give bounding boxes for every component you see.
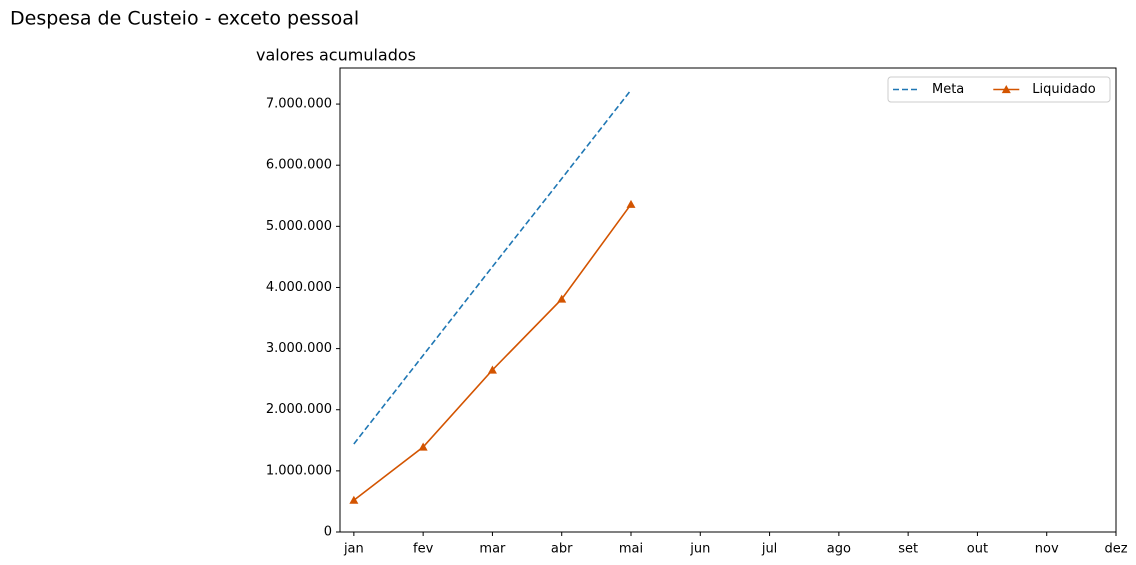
y-tick-label: 0 [324,525,332,540]
axes-frame [339,67,1117,533]
point-marker [487,365,497,374]
legend-label: Liquidado [1032,82,1095,97]
series-line [353,89,632,445]
x-tick-label: mai [619,542,643,557]
point-marker [418,442,428,451]
x-tick-label: set [898,542,918,557]
point-marker [626,199,636,208]
x-tick-label: abr [551,542,573,557]
chart-subtitle: valores acumulados [256,46,416,65]
y-tick-label: 4.000.000 [266,280,332,295]
series-line [353,203,632,501]
y-tick-label: 6.000.000 [266,158,332,173]
point-marker [349,495,359,504]
x-tick-label: ago [827,542,851,557]
point-marker [557,294,567,303]
x-tick-label: jan [343,542,364,557]
x-tick-label: mar [479,542,506,557]
y-tick-label: 2.000.000 [266,402,332,417]
x-tick-label: out [967,542,988,557]
y-tick-label: 7.000.000 [266,97,332,112]
x-tick-label: nov [1035,542,1059,557]
y-tick-label: 3.000.000 [266,341,332,356]
y-tick-label: 5.000.000 [266,219,332,234]
x-tick-label: jul [761,542,777,557]
x-tick-label: jun [689,542,710,557]
x-tick-label: dez [1104,542,1127,557]
chart-title: Despesa de Custeio - exceto pessoal [10,8,359,30]
x-tick-label: fev [413,542,434,557]
y-tick-label: 1.000.000 [266,463,332,478]
legend-label: Meta [932,82,964,97]
legend-marker [1001,85,1011,94]
